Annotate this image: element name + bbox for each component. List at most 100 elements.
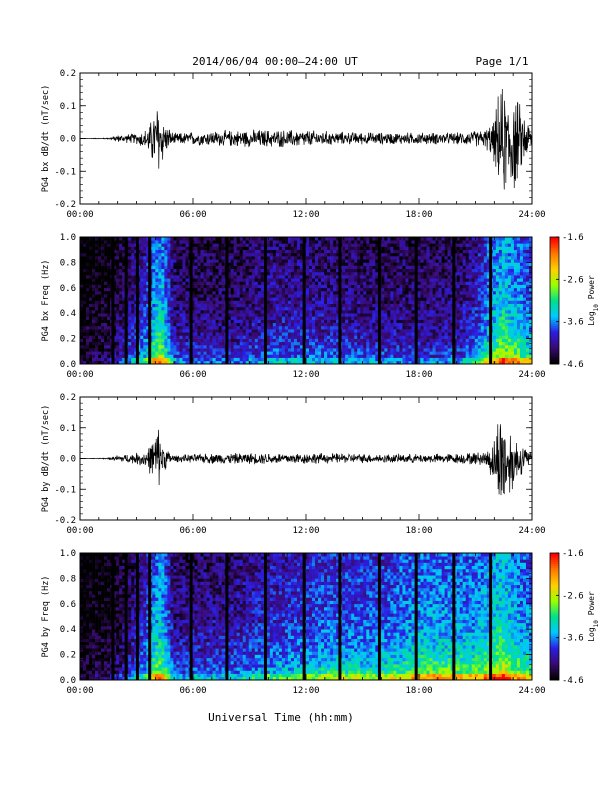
spectrogram-cell xyxy=(101,294,105,298)
spectrogram-cell xyxy=(309,348,313,352)
spectrogram-cell xyxy=(146,262,150,266)
spectrogram-cell xyxy=(333,284,337,289)
spectrogram-cell xyxy=(309,252,313,257)
spectrogram-cell xyxy=(399,249,403,254)
spectrogram-cell xyxy=(330,348,334,352)
spectrogram-cell xyxy=(86,329,90,333)
spectrogram-cell xyxy=(260,310,265,314)
spectrogram-cell xyxy=(312,335,316,339)
spectrogram-cell xyxy=(348,325,352,330)
spectrogram-cell xyxy=(306,325,310,330)
spectrogram-cell xyxy=(179,249,183,254)
spectrogram-cell xyxy=(324,325,328,330)
spectrogram-cell xyxy=(426,329,430,333)
spectrogram-cell xyxy=(104,249,108,254)
spectrogram-cell xyxy=(164,249,168,254)
spectrogram-cell xyxy=(381,240,385,244)
spectrogram-cell xyxy=(116,306,120,311)
spectrogram-cell xyxy=(92,252,96,257)
spectrogram-cell xyxy=(146,335,150,339)
spectrogram-cell xyxy=(104,325,108,330)
spectrogram-cell xyxy=(315,268,319,273)
spectrogram-cell xyxy=(390,281,394,285)
spectrogram-cell xyxy=(197,319,201,324)
spectrogram-cell xyxy=(272,329,277,333)
spectrogram-cell xyxy=(236,237,240,241)
spectrogram-cell xyxy=(393,357,397,362)
spectrogram-cell xyxy=(426,262,430,266)
spectrogram-cell xyxy=(182,360,186,365)
spectrogram-cell xyxy=(444,360,448,365)
spectrogram-cell xyxy=(423,319,427,324)
spectrogram-cell xyxy=(212,354,216,358)
spectrogram-cell xyxy=(324,256,328,260)
spectrogram-cell xyxy=(411,275,415,279)
figure-title: 2014/06/04 00:00–24:00 UT xyxy=(192,55,358,68)
spectrogram-cell xyxy=(342,313,346,317)
spectrogram-cell xyxy=(284,316,289,320)
spectrogram-cell xyxy=(351,313,355,317)
spectrogram-cell xyxy=(128,268,132,273)
spectrogram-cell xyxy=(278,246,283,250)
spectrogram-cell xyxy=(161,259,165,263)
spectrogram-cell xyxy=(429,306,433,311)
spectrogram-cell xyxy=(372,357,376,362)
spectrogram-cell xyxy=(191,341,195,346)
spectrogram-cell xyxy=(119,287,123,292)
spectrogram-cell xyxy=(429,243,433,247)
spectrogram-cell xyxy=(197,259,201,263)
spectrogram-cell xyxy=(152,268,156,273)
spectrogram-cell xyxy=(360,313,364,317)
spectrogram-cell xyxy=(146,256,150,260)
spectrogram-cell xyxy=(336,240,340,244)
spectrogram-cell xyxy=(200,249,204,254)
spectrogram-cell xyxy=(221,252,225,257)
spectrogram-cell xyxy=(284,237,289,241)
spectrogram-cell xyxy=(366,297,370,301)
spectrogram-cell xyxy=(387,319,391,324)
spectrogram-cell xyxy=(309,284,313,289)
spectrogram-cell xyxy=(333,303,337,308)
spectrogram-cell xyxy=(140,284,144,289)
spectrogram-cell xyxy=(287,246,292,250)
spectrogram-cell xyxy=(366,338,370,343)
spectrogram-cell xyxy=(161,246,165,250)
spectrogram-cell xyxy=(396,281,400,285)
spectrogram-cell xyxy=(423,338,427,343)
spectrogram-cell xyxy=(333,294,337,298)
spectrogram-cell xyxy=(312,246,316,250)
spectrogram-cell xyxy=(309,300,313,304)
spectrogram-cell xyxy=(113,275,117,279)
spectrogram-cell xyxy=(116,332,120,336)
spectrogram-cell xyxy=(245,332,250,336)
spectrogram-cell xyxy=(387,325,391,330)
spectrogram-cell xyxy=(203,316,207,320)
spectrogram-cell xyxy=(390,290,394,295)
spectrogram-cell xyxy=(212,294,216,298)
spectrogram-cell xyxy=(387,240,391,244)
spectrogram-cell xyxy=(278,313,283,317)
spectrogram-cell xyxy=(381,294,385,298)
spectrogram-cell xyxy=(203,354,207,358)
spectrogram-cell xyxy=(122,287,126,292)
spectrogram-cell xyxy=(83,351,87,355)
spectrogram-cell xyxy=(290,249,295,254)
spectrogram-cell xyxy=(227,322,231,327)
spectrogram-cell xyxy=(318,354,322,358)
spectrogram-cell xyxy=(402,249,406,254)
spectrogram-cell xyxy=(366,252,370,257)
spectrogram-cell xyxy=(233,259,237,263)
spectrogram-cell xyxy=(366,275,370,279)
spectrogram-cell xyxy=(185,246,189,250)
spectrogram-cell xyxy=(119,275,123,279)
spectrogram-cell xyxy=(357,256,361,260)
spectrogram-cell xyxy=(98,316,102,320)
spectrogram-cell xyxy=(330,344,334,349)
spectrogram-cell xyxy=(278,335,283,339)
spectrogram-cell xyxy=(80,287,84,292)
spectrogram-cell xyxy=(170,354,174,358)
spectrogram-cell xyxy=(92,294,96,298)
spectrogram-cell xyxy=(206,313,210,317)
spectrogram-cell xyxy=(251,335,256,339)
spectrogram-cell xyxy=(86,290,90,295)
